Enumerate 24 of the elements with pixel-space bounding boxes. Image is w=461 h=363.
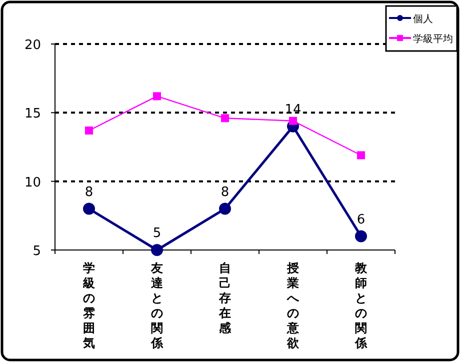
data-label: 8 (84, 184, 94, 200)
point (355, 230, 367, 242)
data-label: 6 (356, 212, 366, 228)
x-tick-label: 教師との関係 (354, 261, 368, 350)
legend-label: 個人 (413, 14, 433, 25)
point (219, 202, 231, 215)
legend-label: 学級平均 (413, 33, 453, 45)
y-tick-label: 15 (24, 106, 41, 122)
y-tick-label: 10 (24, 175, 41, 190)
x-tick-label: 友達との関係 (150, 261, 164, 350)
y-tick-label: 5 (32, 244, 41, 259)
x-tick-label: 学級の雰囲気 (82, 261, 96, 350)
x-tick-label: 自己存在感 (218, 261, 232, 335)
point (83, 202, 95, 215)
data-label: 8 (220, 184, 230, 200)
y-tick-label: 20 (24, 38, 41, 53)
point (151, 244, 163, 256)
data-label: 5 (152, 226, 162, 241)
point (85, 126, 93, 135)
point (357, 151, 365, 160)
x-tick-label: 授業への意欲 (286, 261, 300, 350)
point (289, 116, 297, 125)
point (153, 92, 161, 100)
point (221, 114, 229, 122)
